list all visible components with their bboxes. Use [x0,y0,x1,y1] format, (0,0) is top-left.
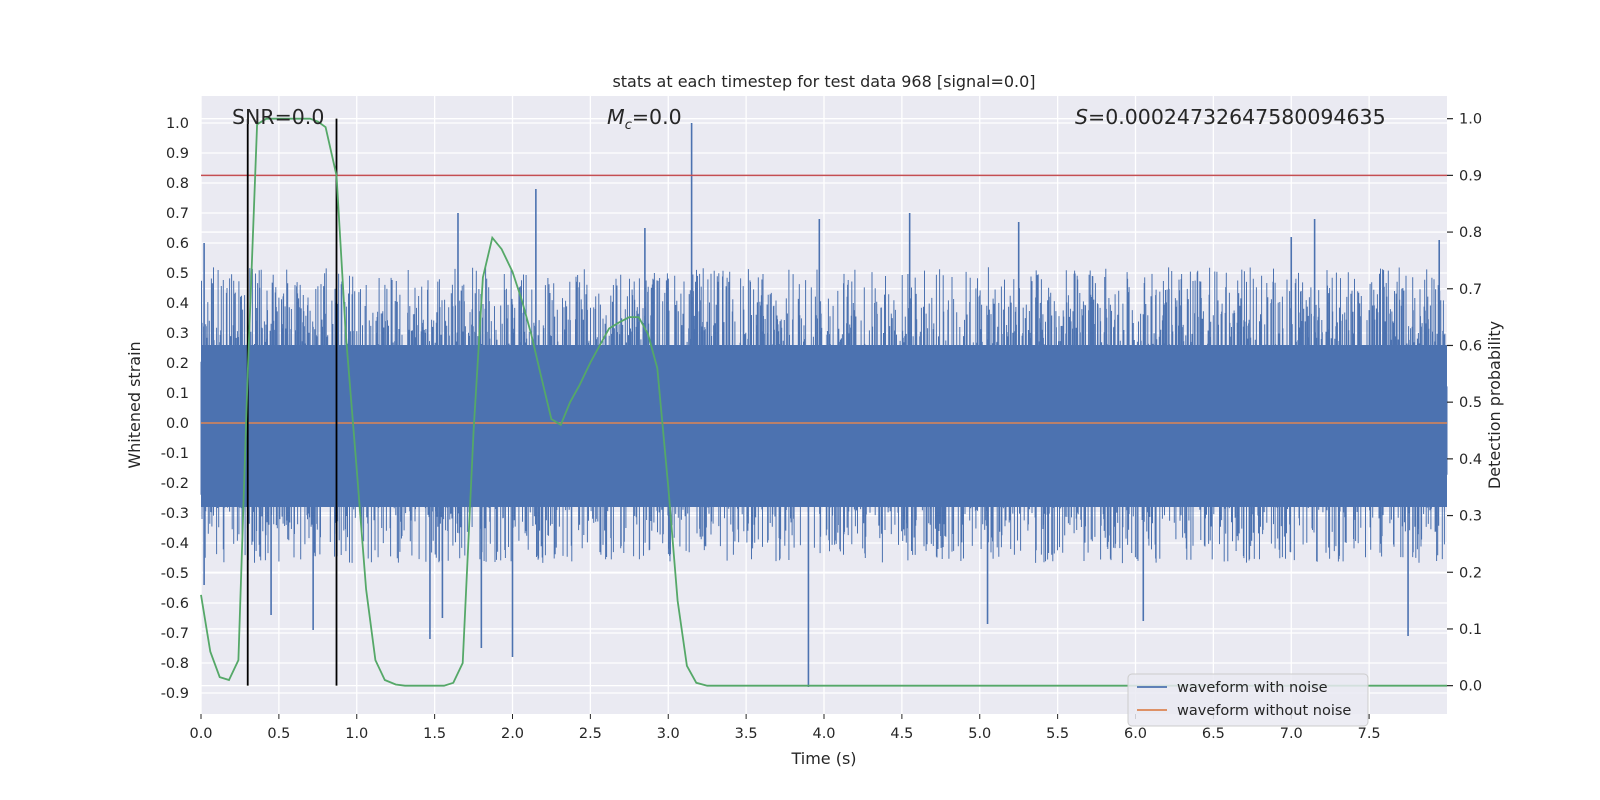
s-symbol: S [1075,105,1088,129]
score-annotation: S=0.00024732647580094635 [1075,105,1386,129]
y-left-tick-label: 0.4 [166,296,189,312]
detection-probability-line [200,117,1447,687]
x-tick-label: 0.5 [267,726,290,742]
y-left-tick-label: -0.9 [161,686,189,702]
y-left-tick-label: 0.2 [166,356,189,372]
x-tick-label: 6.0 [1124,726,1147,742]
y-right-tick-label: 0.3 [1459,509,1482,525]
s-value: =0.00024732647580094635 [1088,105,1386,129]
x-tick-label: 4.5 [890,726,913,742]
x-axis-label: Time (s) [790,749,856,768]
x-tick-label: 3.0 [657,726,680,742]
y-left-tick-label: -0.6 [161,596,189,612]
y-right-tick-label: 0.0 [1459,679,1482,695]
x-tick-label: 0.0 [189,726,212,742]
x-tick-label: 6.5 [1202,726,1225,742]
y-left-tick-label: 0.1 [166,386,189,402]
y-right-tick-label: 0.5 [1459,395,1482,411]
y-left-tick-label: -0.3 [161,506,189,522]
y-right-tick-label: 0.7 [1459,282,1482,298]
mc-value: =0.0 [632,105,682,129]
x-tick-label: 5.0 [968,726,991,742]
y-axis-label-right: Detection probability [1485,321,1504,489]
y-left-tick-label: -0.8 [161,656,189,672]
y-right-tick-label: 0.6 [1459,338,1482,354]
y-right-tick-label: 0.9 [1459,168,1482,184]
y-right-tick-label: 0.8 [1459,225,1482,241]
noise-waveform [200,123,1448,687]
y-left-tick-label: -0.4 [161,536,189,552]
y-left-tick-label: 0.3 [166,326,189,342]
y-left-tick-label: -0.2 [161,476,189,492]
chart-title: stats at each timestep for test data 968… [612,72,1035,91]
y-left-tick-label: 0.9 [166,146,189,162]
y-axis-label-left: Whitened strain [125,341,144,468]
x-tick-label: 2.5 [579,726,602,742]
y-right-tick-label: 1.0 [1459,112,1482,128]
series-lines [200,117,1447,687]
right-y-axis-ticks: 1.0 0.9 0.8 0.7 0.6 0.5 0.4 0.3 0.2 0.1 0.0 [1447,112,1482,695]
y-left-tick-label: -0.7 [161,626,189,642]
x-tick-label: 4.0 [812,726,835,742]
mc-symbol: M [607,105,625,129]
legend-label-clean: waveform without noise [1177,703,1351,719]
y-left-tick-label: -0.5 [161,566,189,582]
legend: waveform with noise waveform without noi… [1127,673,1369,727]
y-right-tick-label: 0.2 [1459,565,1482,581]
x-tick-label: 5.5 [1046,726,1069,742]
chirp-mass-annotation: Mc=0.0 [607,105,682,133]
noise-waveform-core [201,345,1447,507]
x-tick-label: 2.0 [501,726,524,742]
left-y-axis-ticks: 1.0 0.9 0.8 0.7 0.6 0.5 0.4 0.3 0.2 0.1 0.0 -0.1 -0.… [161,116,189,702]
x-tick-label: 7.0 [1280,726,1303,742]
x-tick-label: 1.0 [345,726,368,742]
mc-subscript: c [625,118,632,133]
x-tick-label: 7.5 [1358,726,1381,742]
legend-box [1127,673,1369,727]
legend-label-noise: waveform with noise [1177,680,1328,696]
snr-annotation: SNR=0.0 [232,105,324,129]
y-left-tick-label: 0.0 [166,416,189,432]
x-tick-label: 3.5 [735,726,758,742]
y-left-tick-label: 0.5 [166,266,189,282]
y-left-tick-label: 0.7 [166,206,189,222]
y-left-tick-label: -0.1 [161,446,189,462]
x-tick-label: 1.5 [423,726,446,742]
y-right-tick-label: 0.4 [1459,452,1482,468]
y-left-tick-label: 0.8 [166,176,189,192]
y-left-tick-label: 1.0 [166,116,189,132]
y-right-tick-label: 0.1 [1459,622,1482,638]
y-left-tick-label: 0.6 [166,236,189,252]
